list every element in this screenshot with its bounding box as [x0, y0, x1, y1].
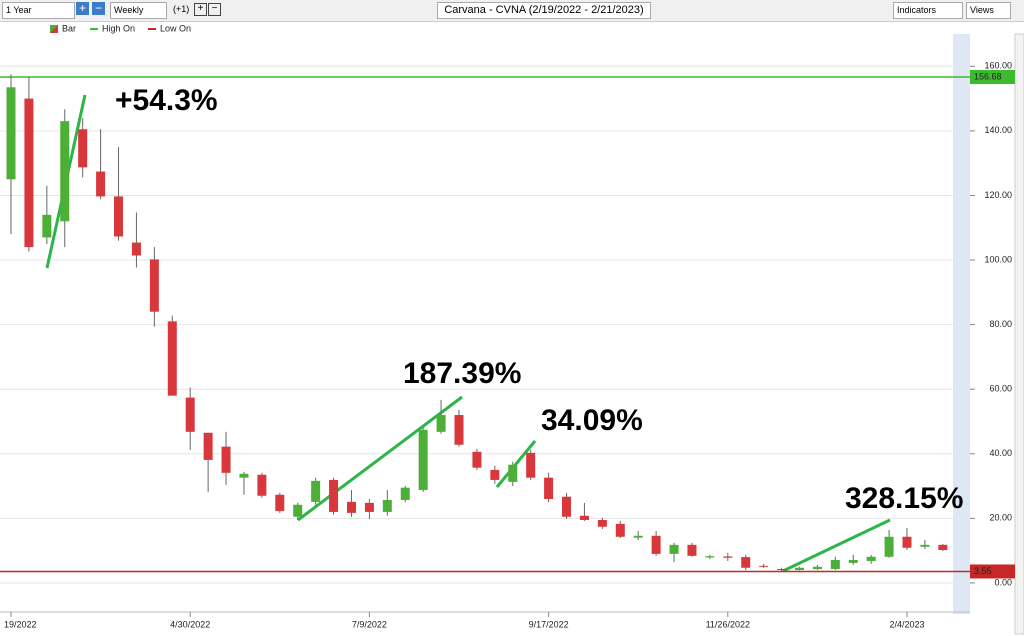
candle-body [615, 523, 625, 537]
chart: 0.00 20.00 40.00 60.00 80.00 100.00 120.00 140.… [0, 23, 1024, 635]
candle-body [920, 544, 930, 547]
candle-body [257, 474, 267, 496]
candle-body [562, 496, 572, 517]
annotation: +54.3% [115, 84, 218, 117]
symbol-box[interactable]: Carvana - CVNA (2/19/2022 - 2/21/2023) [437, 2, 651, 19]
candle-body [293, 504, 303, 517]
candle-body [884, 536, 894, 557]
y-tick-label: 120.00 [984, 190, 1012, 200]
candle-body [794, 567, 804, 571]
candle-body [830, 560, 840, 570]
candle-body [848, 560, 858, 563]
legend-label: Bar [62, 23, 76, 33]
candle-body [454, 415, 464, 445]
candle-body [812, 566, 822, 570]
x-tick-label: 19/2022 [4, 619, 37, 629]
candle-body [42, 214, 52, 238]
y-tick-label: 140.00 [984, 125, 1012, 135]
candle-body [167, 321, 177, 396]
candle-body [382, 499, 392, 512]
candle-body [436, 415, 446, 432]
candle-body [131, 242, 141, 256]
zoom-in[interactable]: + [76, 2, 89, 15]
candle-body [472, 451, 482, 468]
y-tick-label: 100.00 [984, 254, 1012, 264]
candle-body [705, 556, 715, 558]
candle-body [508, 464, 518, 482]
candle-body [78, 129, 88, 168]
candle-body [759, 565, 769, 567]
candle-body [526, 452, 536, 478]
remove[interactable]: − [208, 3, 221, 16]
candle-body [687, 544, 697, 556]
candle-body [239, 473, 249, 478]
candle-body [364, 502, 374, 512]
price-flag-label: 156.68 [974, 71, 1002, 81]
candle-body [741, 557, 751, 568]
y-tick-label: 60.00 [989, 384, 1012, 394]
x-tick-label: 7/9/2022 [352, 619, 387, 629]
axis-band [953, 34, 970, 614]
y-tick-label: 40.00 [989, 448, 1012, 458]
x-tick-label: 4/30/2022 [170, 619, 210, 629]
y-tick-label: 80.00 [989, 319, 1012, 329]
candle-body [723, 556, 733, 558]
x-tick-label: 2/4/2023 [889, 619, 924, 629]
offset: (+1) [173, 4, 190, 14]
price-flag [970, 564, 1015, 579]
toolbar: 1 Year + − Weekly (+1) + − Carvana - CVN… [0, 0, 1024, 22]
candle-body [544, 477, 554, 499]
annotation: 328.15% [845, 482, 963, 515]
side-panel [1014, 33, 1024, 635]
candle-body [60, 121, 70, 222]
legend-label: High On [102, 23, 135, 33]
y-tick-label: 160.00 [984, 61, 1012, 71]
candle-body [114, 196, 124, 237]
annotation: 187.39% [403, 357, 521, 390]
zoom-out[interactable]: − [92, 2, 105, 15]
candle-body [597, 519, 607, 527]
candle-body [329, 479, 339, 512]
candle-body [866, 556, 876, 561]
candle-body [203, 432, 213, 460]
x-tick-label: 11/26/2022 [706, 619, 750, 629]
interval-select[interactable]: Weekly [110, 2, 167, 19]
candle-body [938, 544, 948, 551]
indicators-button[interactable]: Indicators [893, 2, 963, 19]
price-flag [970, 70, 1015, 85]
candle-body [651, 535, 661, 554]
candle-body [6, 87, 16, 180]
candle-body [633, 535, 643, 538]
candle-body [149, 259, 159, 312]
candle-body [669, 544, 679, 554]
trend-line [782, 518, 891, 573]
range-select[interactable]: 1 Year [2, 2, 75, 19]
y-tick-label: 20.00 [989, 513, 1012, 523]
add[interactable]: + [194, 3, 207, 16]
legend-swatch [50, 25, 58, 33]
candle-body [346, 501, 356, 513]
y-tick-label: 0.00 [994, 577, 1012, 587]
candle-body [185, 397, 195, 432]
candle-body [221, 446, 231, 473]
candle-body [96, 171, 106, 197]
trend-line [297, 395, 463, 522]
candle-body [490, 469, 500, 480]
candle-body [400, 487, 410, 500]
legend-label: Low On [160, 23, 191, 33]
candle-body [418, 429, 428, 490]
candle-body [902, 536, 912, 548]
views-button[interactable]: Views [966, 2, 1011, 19]
candle-body [777, 569, 787, 571]
price-flag-label: 3.55 [974, 566, 992, 576]
candle-body [311, 480, 321, 502]
candle-body [275, 494, 285, 511]
annotation: 34.09% [541, 404, 643, 437]
trend-line [495, 440, 537, 488]
candle-body [579, 515, 589, 520]
candle-body [24, 98, 34, 248]
x-tick-label: 9/17/2022 [529, 619, 569, 629]
